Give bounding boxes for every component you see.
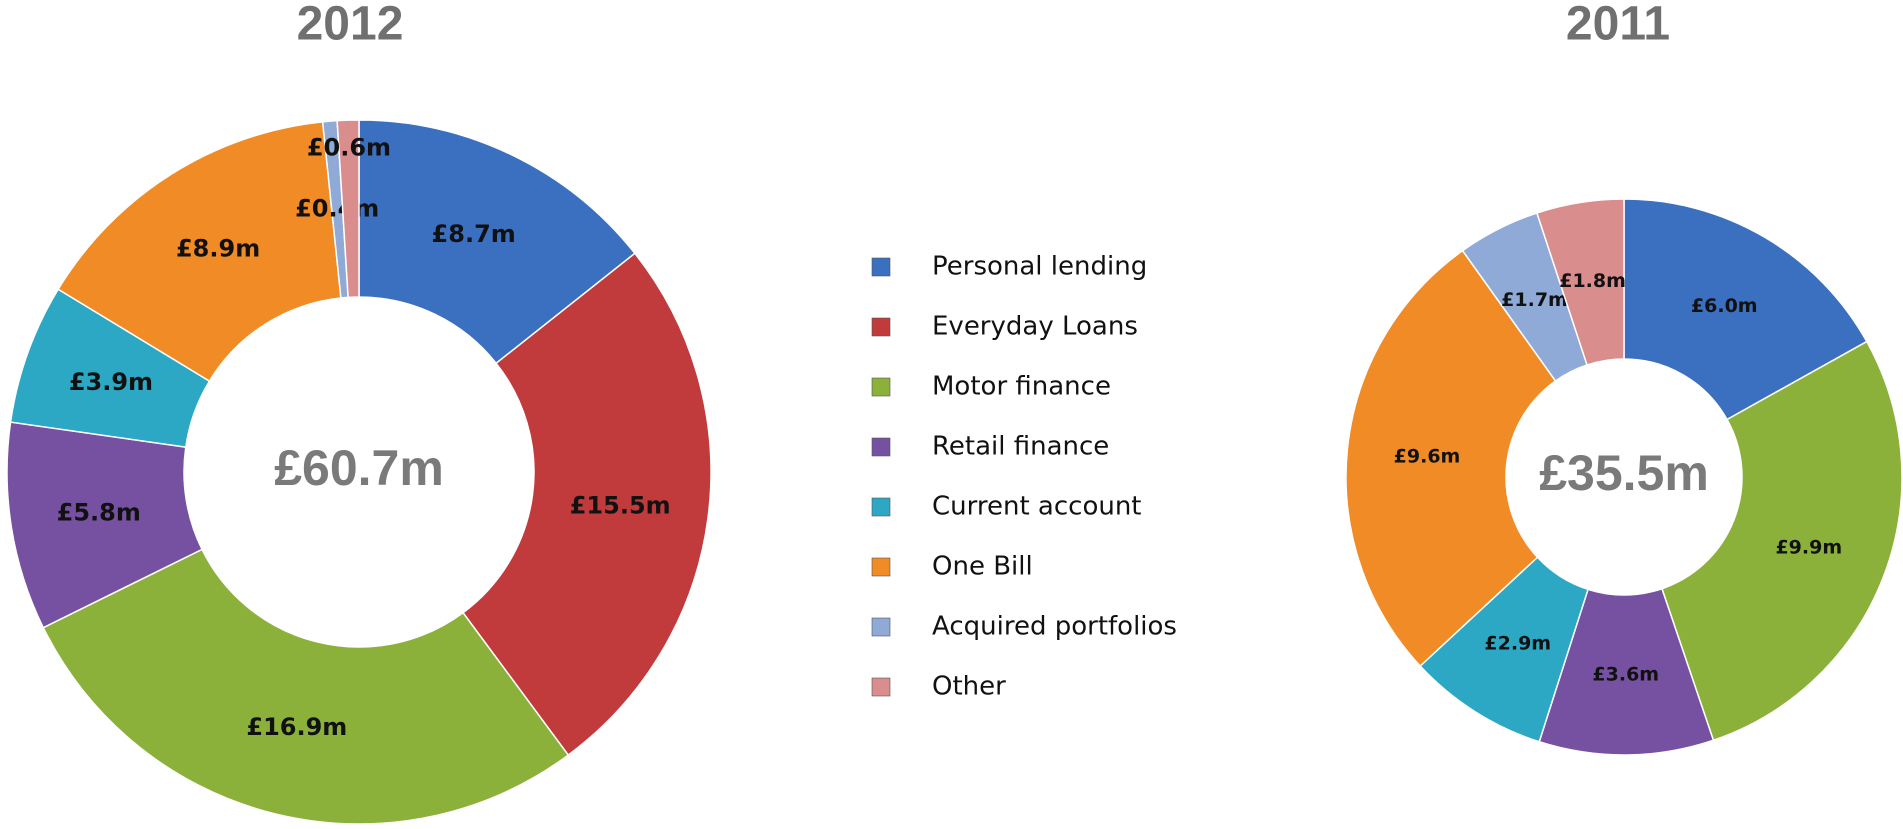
donut-slice (42, 548, 570, 825)
value-label: £15.5m (570, 492, 671, 520)
donut-slice (1660, 340, 1903, 742)
legend-swatch (871, 437, 891, 457)
legend-label: Everyday Loans (932, 312, 1138, 342)
legend-swatch (871, 497, 891, 517)
chart-title: 2012 (297, 0, 404, 51)
value-label: £8.7m (432, 220, 516, 248)
legend-swatch (871, 257, 891, 277)
legend-label: One Bill (932, 552, 1033, 582)
legend-label: Acquired portfolios (932, 612, 1177, 642)
value-label: £3.6m (1592, 663, 1659, 685)
legend-label: Motor finance (932, 372, 1111, 402)
legend-swatch (871, 557, 891, 577)
value-label: £9.9m (1775, 537, 1842, 559)
legend-label: Current account (932, 492, 1142, 522)
legend-label: Other (932, 672, 1006, 702)
value-label: £0.4m (295, 194, 379, 222)
chart-title: 2011 (1566, 0, 1670, 51)
value-label: £6.0m (1691, 295, 1758, 317)
value-label: £3.9m (69, 368, 153, 396)
donut-slice (1623, 198, 1868, 421)
value-label: £16.9m (246, 713, 347, 741)
value-label: £5.8m (57, 498, 141, 526)
value-label: £1.7m (1501, 289, 1568, 311)
value-label: £0.6m (307, 133, 391, 161)
donut-slice (336, 119, 360, 299)
legend-label: Personal lending (932, 252, 1147, 282)
legend-swatch (871, 677, 891, 697)
donut-slice (358, 119, 636, 365)
value-label: £2.9m (1484, 633, 1551, 655)
value-label: £8.9m (176, 234, 260, 262)
total-label: £60.7m (274, 440, 444, 496)
legend-swatch (871, 617, 891, 637)
donut-slice (1535, 198, 1625, 366)
donut-slice (1345, 249, 1557, 668)
legend-label: Retail finance (932, 432, 1109, 462)
legend-swatch (871, 377, 891, 397)
donut-slice (461, 252, 712, 757)
value-label: £1.8m (1559, 270, 1626, 292)
legend-swatch (871, 317, 891, 337)
donut-slice (57, 121, 342, 383)
value-label: £9.6m (1394, 445, 1461, 467)
total-label: £35.5m (1539, 445, 1709, 501)
